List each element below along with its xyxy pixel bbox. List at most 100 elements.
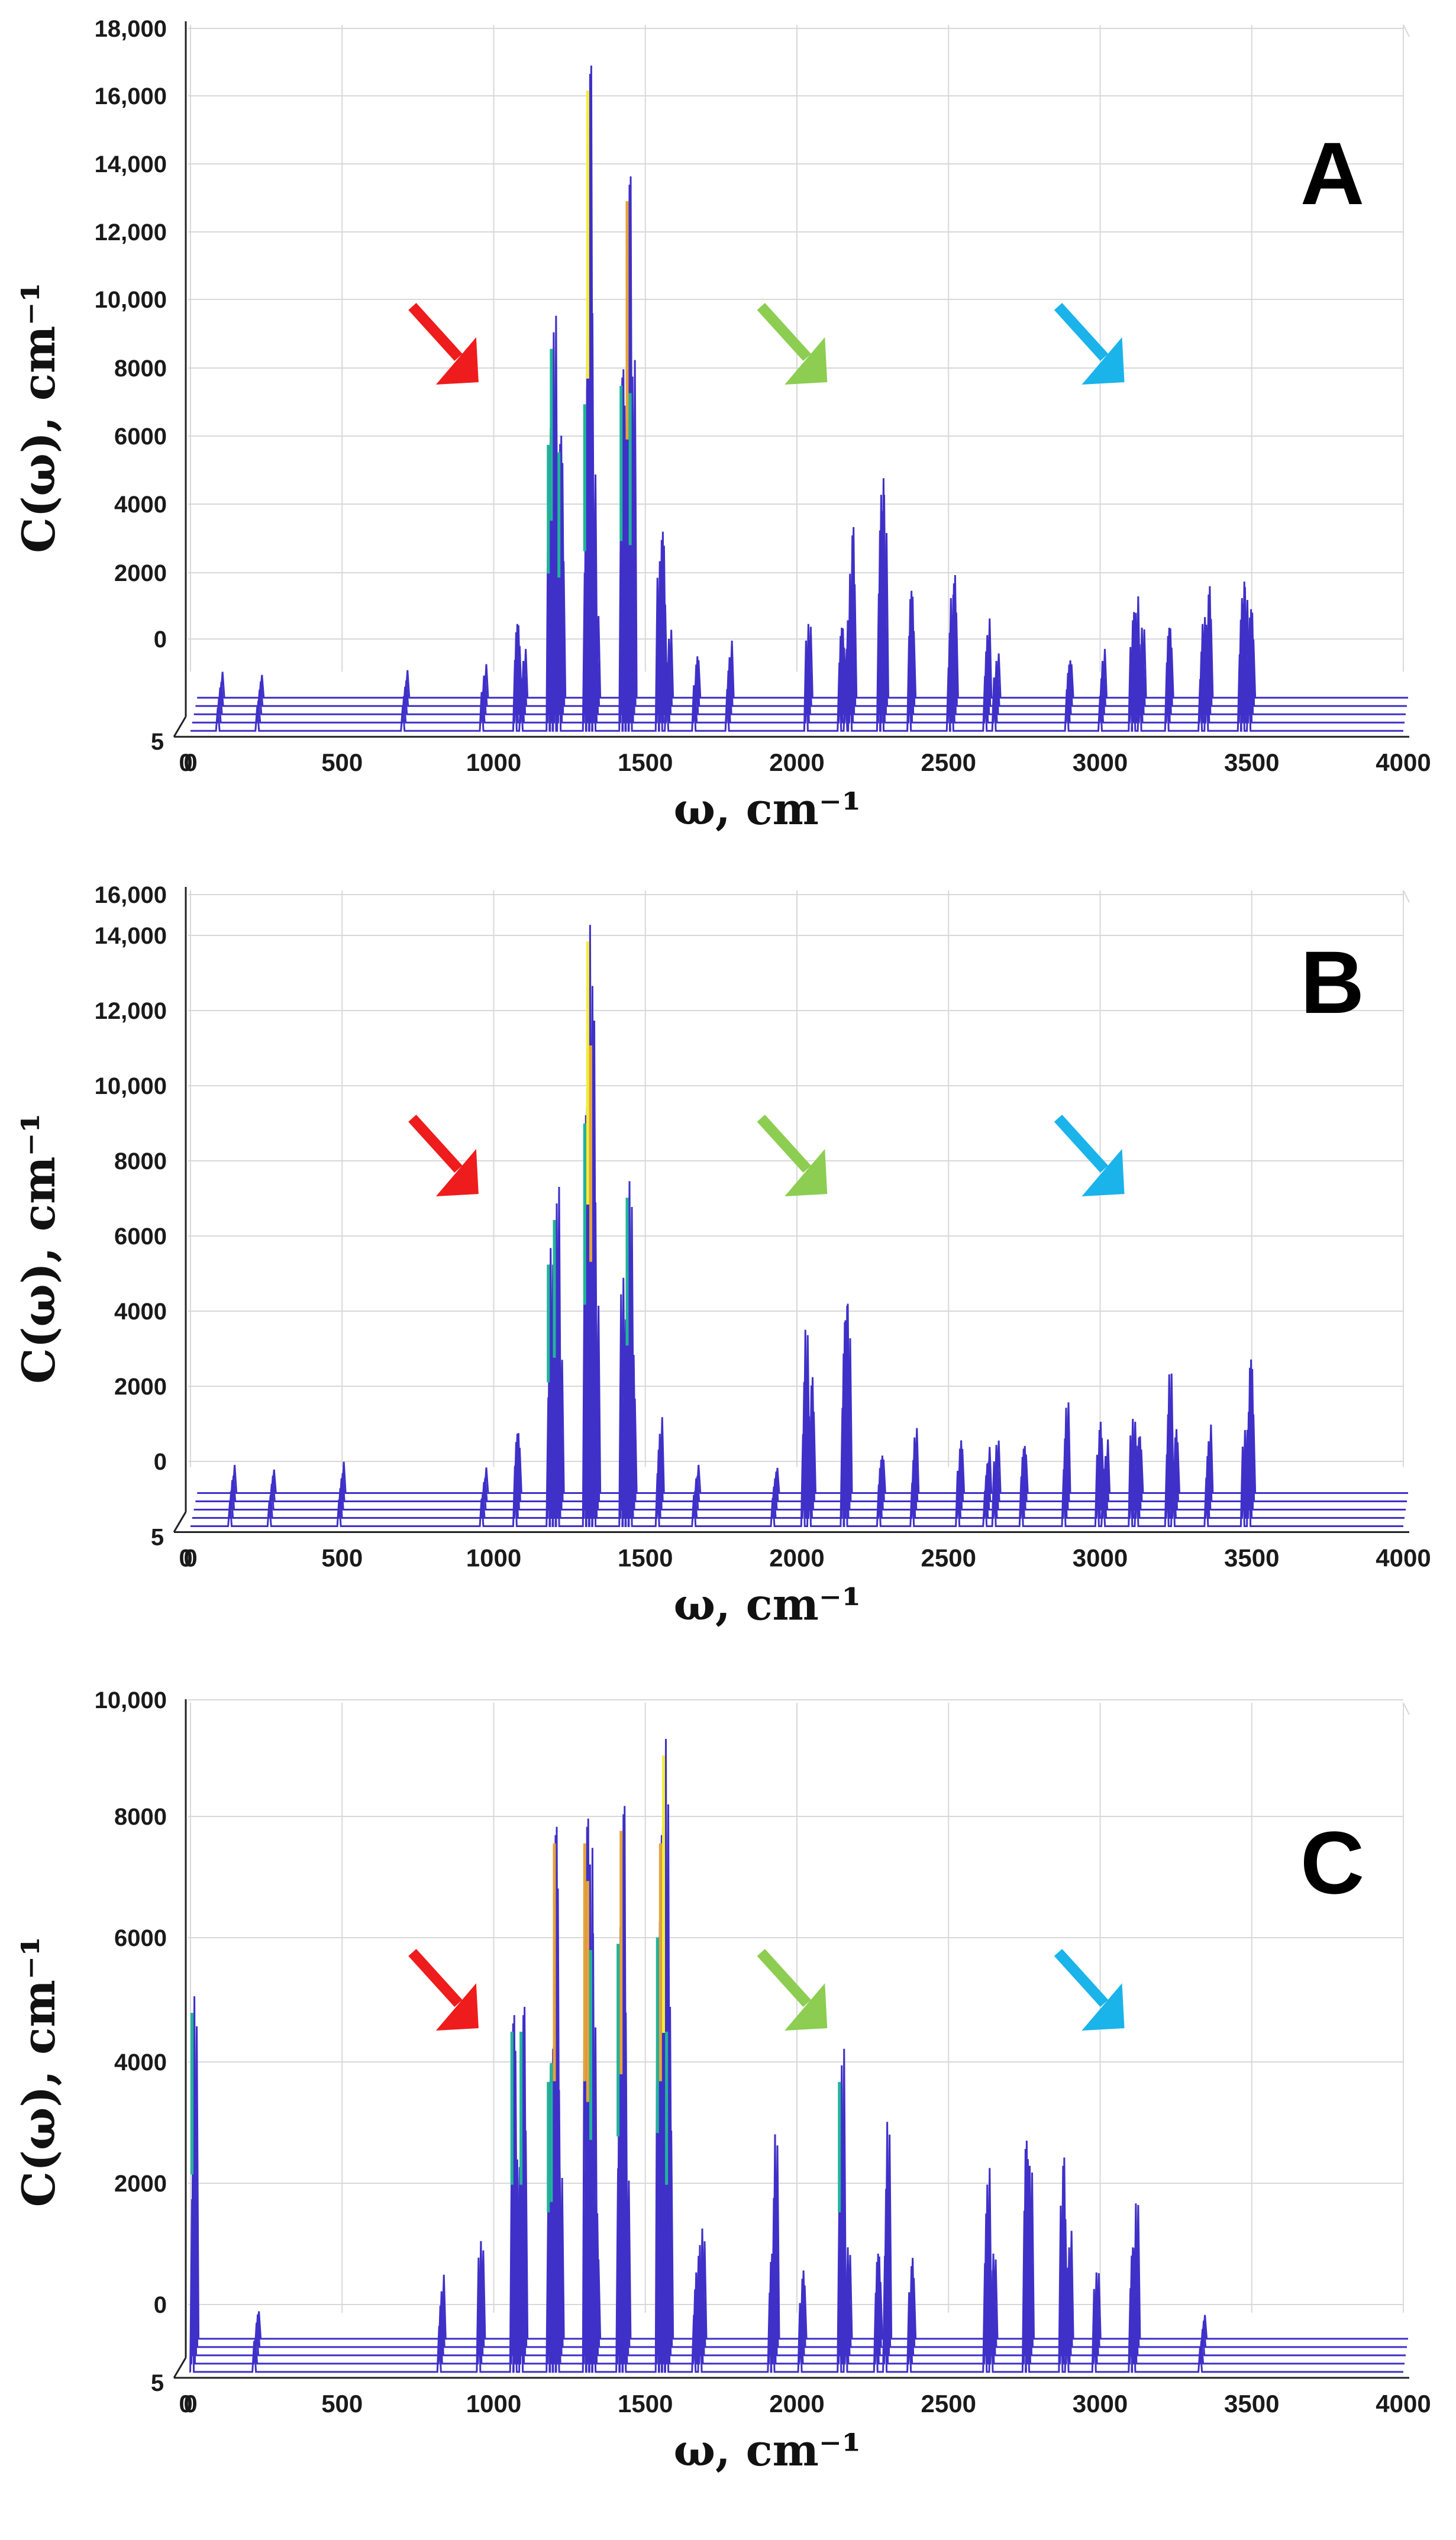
x-tick-label: 4000 <box>1376 1544 1431 1571</box>
x-tick-label: 500 <box>321 2390 363 2418</box>
x-tick-label: 1000 <box>466 2390 521 2418</box>
x-tick-label: 2000 <box>769 2390 824 2418</box>
arrow-green-shaft <box>757 1948 811 2008</box>
corner-line <box>1403 890 1410 903</box>
series-trace <box>195 65 1407 707</box>
arrow-red-head <box>435 337 479 385</box>
arrow-red-shaft <box>408 1948 463 2008</box>
arrow-blue-head <box>1081 1149 1125 1196</box>
arrow-green-head <box>785 1983 828 2031</box>
y-tick-label: 4000 <box>114 492 167 518</box>
x-tick-label: 3000 <box>1073 1544 1128 1571</box>
y-axis-label: C(ω), cm⁻¹ <box>12 282 65 553</box>
depth-origin-label: 0 <box>179 1544 192 1571</box>
y-tick-label: 14,000 <box>95 923 167 949</box>
y-tick-label: 2000 <box>114 1374 167 1400</box>
y-tick-label: 14,000 <box>95 151 167 177</box>
series-trace <box>195 1020 1407 1502</box>
series-trace <box>191 1109 1403 1527</box>
arrow-blue <box>1054 1948 1125 2031</box>
arrow-green <box>757 1948 828 2031</box>
x-tick-label: 1500 <box>618 1544 673 1571</box>
x-tick-label: 3000 <box>1073 748 1128 776</box>
y-tick-label: 8000 <box>114 356 167 382</box>
arrow-green-head <box>785 1149 828 1196</box>
panel-letter: C <box>1300 1813 1364 1912</box>
series-trace <box>197 986 1408 1494</box>
arrow-red <box>408 302 479 385</box>
depth-axis-line <box>173 1511 187 1533</box>
y-tick-label: 6000 <box>114 1224 167 1250</box>
y-tick-label: 10,000 <box>95 287 167 313</box>
x-tick-label: 1000 <box>466 1544 521 1571</box>
plot-area <box>173 887 1410 1533</box>
y-tick-label: 8000 <box>114 1804 167 1830</box>
arrow-blue <box>1054 1114 1125 1196</box>
y-tick-label: 0 <box>154 2292 167 2318</box>
y-tick-label: 0 <box>154 627 167 653</box>
y-tick-label: 18,000 <box>95 16 167 42</box>
series-trace <box>194 1804 1408 2340</box>
x-tick-label: 1500 <box>618 2390 673 2418</box>
series-trace <box>191 176 1403 732</box>
y-tick-label: 4000 <box>114 1299 167 1325</box>
x-tick-label: 2000 <box>769 748 824 776</box>
x-tick-label: 2000 <box>769 1544 824 1571</box>
x-axis-label: ω, cm⁻¹ <box>674 784 861 835</box>
series-trace <box>189 1902 1403 2373</box>
panel-letter: A <box>1300 124 1364 223</box>
x-tick-label: 2500 <box>921 2390 976 2418</box>
x-tick-label: 1000 <box>466 748 521 776</box>
arrow-red-shaft <box>408 302 463 362</box>
depth-tick-label: 5 <box>151 1524 164 1550</box>
corner-line <box>1403 24 1410 37</box>
x-tick-label: 4000 <box>1376 2390 1431 2418</box>
y-tick-label: 12,000 <box>95 220 167 246</box>
y-tick-label: 2000 <box>114 560 167 586</box>
series-trace <box>192 377 1405 724</box>
arrow-blue <box>1054 302 1125 385</box>
arrow-green <box>757 1114 828 1196</box>
panel-A: 0 500 1000 1500 2000 2500 3000 3500 400050020004… <box>12 16 1431 835</box>
arrow-green-shaft <box>757 302 811 362</box>
arrow-blue-head <box>1081 1983 1125 2031</box>
panel-letter: B <box>1300 932 1364 1032</box>
y-tick-label: 16,000 <box>95 882 167 908</box>
y-tick-label: 16,000 <box>95 83 167 109</box>
series-trace <box>193 73 1406 715</box>
y-axis-label: C(ω), cm⁻¹ <box>12 1113 65 1384</box>
series-trace <box>193 1806 1407 2348</box>
arrow-blue-shaft <box>1054 302 1109 362</box>
arrow-red <box>408 1948 479 2031</box>
arrow-blue-head <box>1081 337 1125 385</box>
y-tick-label: 10,000 <box>95 1073 167 1099</box>
x-tick-label: 3500 <box>1224 2390 1279 2418</box>
x-tick-label: 0 <box>183 2390 197 2418</box>
y-tick-label: 6000 <box>114 424 167 450</box>
series-trace <box>192 1739 1406 2357</box>
x-tick-label: 500 <box>321 748 363 776</box>
arrow-green-shaft <box>757 1114 811 1173</box>
arrow-red-head <box>435 1983 479 2031</box>
depth-tick-label: 5 <box>151 729 164 755</box>
panel-B: 0 500 1000 1500 2000 2500 3000 3500 400050020004… <box>12 882 1431 1630</box>
y-tick-label: 0 <box>154 1449 167 1475</box>
arrow-green <box>757 302 828 385</box>
depth-origin-label: 0 <box>179 748 192 776</box>
x-tick-label: 0 <box>183 1544 197 1571</box>
plot-area <box>173 1699 1410 2379</box>
y-tick-label: 2000 <box>114 2171 167 2197</box>
depth-axis-line <box>173 2357 187 2378</box>
corner-line <box>1403 1702 1410 1715</box>
y-tick-label: 4000 <box>114 2050 167 2076</box>
series-trace <box>193 925 1406 1511</box>
x-tick-label: 3500 <box>1224 1544 1279 1571</box>
y-tick-label: 8000 <box>114 1148 167 1174</box>
arrow-red-head <box>435 1149 479 1196</box>
x-tick-label: 2500 <box>921 1544 976 1571</box>
depth-axis-line <box>173 716 187 737</box>
x-axis-label: ω, cm⁻¹ <box>674 1579 861 1630</box>
series-trace <box>191 1835 1405 2365</box>
x-tick-label: 4000 <box>1376 748 1431 776</box>
depth-origin-label: 0 <box>179 2390 192 2418</box>
